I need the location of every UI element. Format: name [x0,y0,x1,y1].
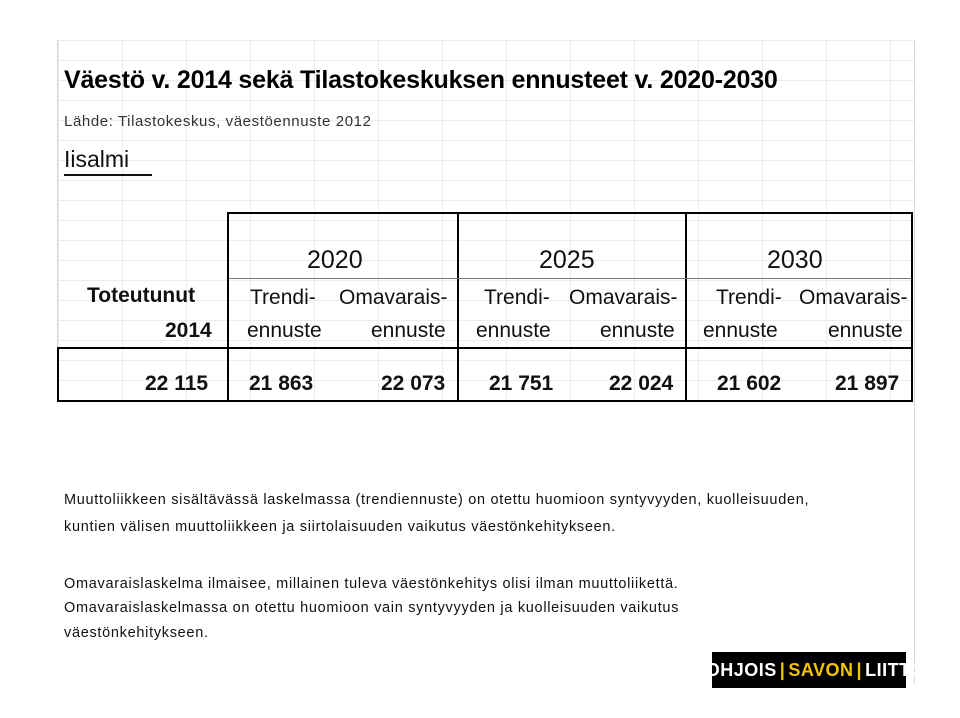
logo-part-savon: SAVON [788,659,854,680]
population-table: Toteutunut 2014 2020 2025 2030 Trendi- e… [57,212,913,402]
self-2030-line2: ennuste [828,319,903,342]
actual-header-line2: 2014 [165,319,212,342]
pohjois-savon-liitto-logo: POHJOIS | SAVON | LIITTO [693,652,924,688]
value-self-2020: 22 073 [381,372,446,395]
value-actual-2014: 22 115 [145,372,209,395]
table-border-mid [57,347,913,349]
trend-2020-line2: ennuste [247,319,322,342]
trend-2025-line2: ennuste [476,319,551,342]
logo-separator-1: | [779,659,786,680]
note-2-line-3: väestönkehitykseen. [64,625,209,641]
self-2020-line1: Omavarais- [339,286,448,309]
year-underline [229,278,911,279]
note-1-line-1: Muuttoliikkeen sisältävässä laskelmassa … [64,492,810,508]
table-border-left [57,347,59,402]
note-2-line-2: Omavaraislaskelmassa on otettu huomioon … [64,600,680,616]
value-trend-2030: 21 602 [717,372,782,395]
year-2025: 2025 [539,246,595,274]
value-self-2025: 22 024 [609,372,674,395]
table-border-right [911,212,913,402]
year-2020: 2020 [307,246,363,274]
source-text: Lähde: Tilastokeskus, väestöennuste 2012 [64,113,372,130]
note-1-line-2: kuntien välisen muuttoliikkeen ja siirto… [64,519,616,535]
self-2030-line1: Omavarais- [799,286,908,309]
trend-2020-line1: Trendi- [250,286,316,309]
table-border-top [228,212,913,214]
value-self-2030: 21 897 [835,372,900,395]
logo-part-pohjois: POHJOIS [693,659,777,680]
notes-area [57,402,913,684]
logo-separator-2: | [856,659,863,680]
table-border-bottom [57,400,913,402]
year-2030: 2030 [767,246,823,274]
table-divider-2 [457,212,459,402]
table-divider-3 [685,212,687,402]
region-name: Iisalmi [64,146,130,172]
region-underline [64,174,152,176]
value-trend-2020: 21 863 [249,372,314,395]
table-divider-1 [227,212,229,402]
logo-part-liitto: LIITTO [865,659,925,680]
actual-header-line1: Toteutunut [87,284,196,307]
self-2025-line1: Omavarais- [569,286,678,309]
self-2020-line2: ennuste [371,319,446,342]
self-2025-line2: ennuste [600,319,675,342]
trend-2025-line1: Trendi- [484,286,550,309]
trend-2030-line2: ennuste [703,319,778,342]
note-2-line-1: Omavaraislaskelma ilmaisee, millainen tu… [64,576,679,592]
trend-2030-line1: Trendi- [716,286,782,309]
value-trend-2025: 21 751 [489,372,554,395]
page-title: Väestö v. 2014 sekä Tilastokeskuksen enn… [64,66,778,94]
